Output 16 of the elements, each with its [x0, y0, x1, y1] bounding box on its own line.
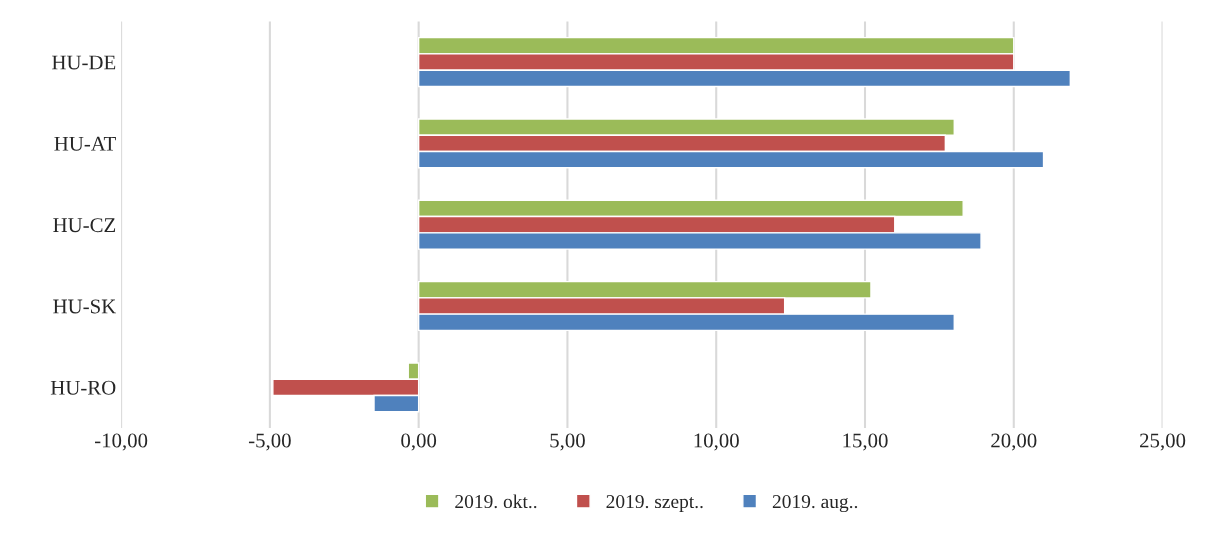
x-tick-label: -5,00	[248, 433, 291, 451]
legend-label: 2019. szept..	[606, 494, 703, 513]
y-tick-label: HU-SK	[53, 299, 117, 314]
x-tick-label: 15,00	[843, 433, 888, 451]
x-tick-label: 0,00	[401, 433, 437, 451]
x-tick-label: 10,00	[694, 433, 739, 451]
y-tick-label: HU-CZ	[53, 218, 116, 233]
x-tick-label: -10,00	[94, 433, 148, 451]
x-tick-label: 5,00	[550, 433, 585, 451]
y-tick-label: HU-RO	[50, 380, 116, 395]
x-tick-label: 25,00	[1140, 433, 1186, 451]
legend-label: 2019. aug..	[772, 494, 858, 513]
y-tick-label: HU-AT	[54, 136, 116, 151]
legend-label: 2019. okt..	[455, 494, 537, 509]
y-tick-label: HU-DE	[52, 55, 116, 70]
x-tick-label: 20,00	[991, 433, 1037, 451]
